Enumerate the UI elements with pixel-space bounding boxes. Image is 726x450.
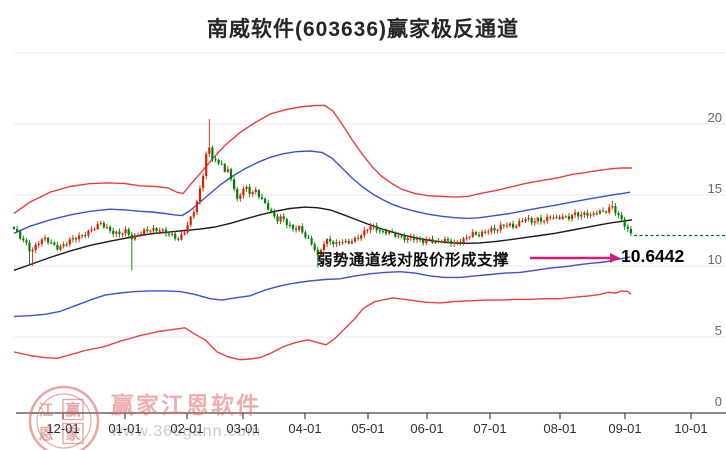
gridlines <box>14 52 726 338</box>
x-axis-label: 10-01 <box>674 421 708 436</box>
lower-blue-band <box>13 256 631 318</box>
x-axis-label: 01-01 <box>108 421 142 436</box>
watermark-text-block: 赢家江恩软件 www.360gann.com <box>111 383 261 441</box>
page-title: 南威软件(603636)赢家极反通道 <box>206 18 520 41</box>
y-axis-label: 0 <box>714 394 722 409</box>
x-axis <box>16 412 726 419</box>
y-axis-label: 5 <box>714 323 722 338</box>
upper-red-band <box>13 104 632 215</box>
lower-red-band <box>13 290 632 361</box>
upper-blue-band <box>13 150 631 234</box>
y-axis-label: 10 <box>707 252 722 267</box>
candlestick-series <box>12 119 632 271</box>
x-axis-label: 08-01 <box>543 421 577 436</box>
x-axis-label: 09-01 <box>608 421 642 436</box>
watermark: 江赢恩家 赢家江恩软件 www.360gann.com <box>26 383 261 450</box>
svg-text:恩: 恩 <box>38 426 53 443</box>
y-axis-label: 20 <box>707 110 722 125</box>
svg-text:赢: 赢 <box>65 401 80 419</box>
y-axis-label: 15 <box>707 181 722 196</box>
x-axis-label: 04-01 <box>288 421 322 436</box>
watermark-url-text: www.360gann.com <box>111 423 262 440</box>
x-axis-label: 06-01 <box>410 421 444 436</box>
middle-black-line <box>13 206 633 271</box>
x-axis-label: 12-01 <box>46 421 80 436</box>
watermark-brand-text: 赢家江恩软件 <box>111 392 261 418</box>
support-annotation-text: 弱势通道线对股价形成支撑 <box>317 252 510 269</box>
x-axis-label: 05-01 <box>351 421 385 436</box>
svg-text:江: 江 <box>38 401 53 419</box>
brand-seal-icon: 江赢恩家 <box>28 385 100 450</box>
support-price-value: 10.6442 <box>621 246 685 266</box>
x-axis-label: 02-01 <box>170 421 204 436</box>
svg-text:家: 家 <box>65 425 80 443</box>
support-arrow <box>530 253 620 263</box>
x-axis-label: 07-01 <box>473 421 507 436</box>
x-axis-label: 03-01 <box>226 421 260 436</box>
